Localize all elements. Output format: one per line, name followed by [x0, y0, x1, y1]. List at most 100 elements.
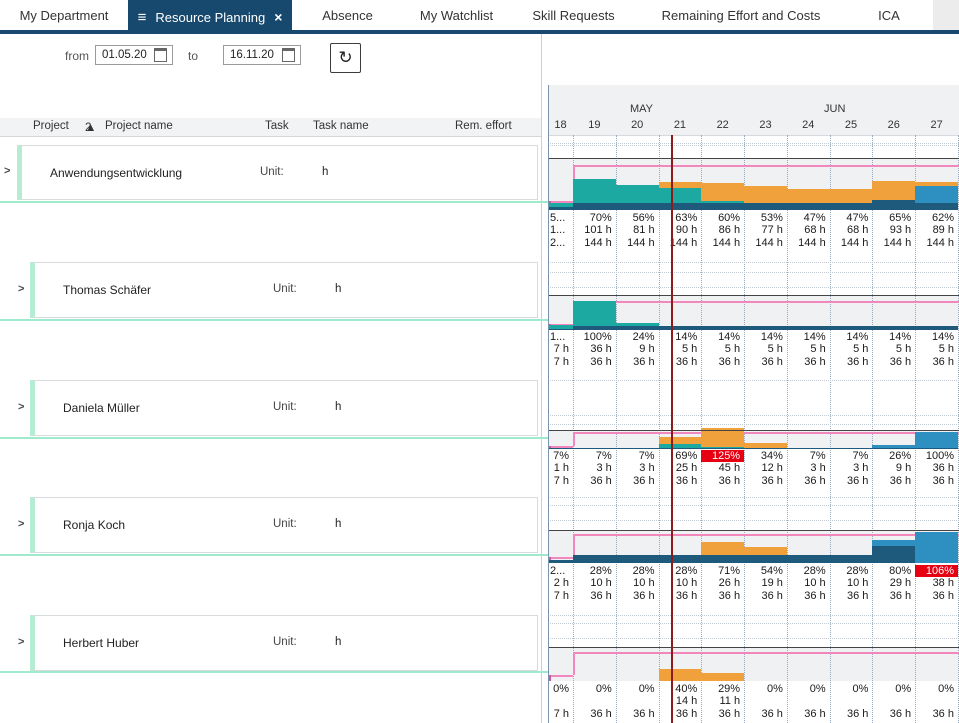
hours-cell: 45 h — [718, 462, 741, 475]
hours-cell: 68 h — [804, 224, 826, 237]
capacity-line-edge — [549, 445, 551, 449]
chart-bar-segment — [658, 437, 702, 444]
chart-bar-segment — [658, 554, 702, 563]
tree-connector — [0, 437, 548, 439]
hours-cell: 86 h — [718, 224, 741, 237]
capacity-cell: 36 h — [889, 474, 912, 487]
expand-chevron-icon[interactable]: > — [18, 518, 25, 530]
week-label[interactable]: 24 — [802, 119, 815, 131]
week-gridline — [786, 135, 788, 723]
expand-chevron-icon[interactable]: > — [4, 165, 11, 177]
hours-cell — [830, 695, 873, 707]
utilization-cell: 80% — [889, 565, 912, 577]
week-gridline — [872, 135, 874, 723]
panel-splitter[interactable] — [541, 34, 542, 723]
utilization-cell: 14% — [760, 331, 783, 343]
close-icon[interactable]: × — [274, 9, 283, 25]
utilization-cell: 63% — [675, 212, 698, 224]
week-label[interactable]: 22 — [716, 119, 729, 131]
col-project[interactable]: Project — [33, 120, 69, 132]
utilization-cell: 7% — [638, 450, 655, 462]
utilization-cell: 60% — [718, 212, 741, 224]
utilization-cell: 14% — [675, 331, 698, 343]
hours-cell: 10 h — [846, 577, 869, 590]
week-label[interactable]: 26 — [887, 119, 900, 131]
tree-connector — [0, 201, 548, 203]
row-person[interactable]: Thomas Schäfer Unit: h — [30, 262, 538, 318]
tab-absence[interactable]: Absence — [292, 0, 403, 30]
week-label[interactable]: 19 — [588, 119, 601, 131]
chart-bar-segment — [915, 532, 958, 563]
chart-bar-segment — [573, 554, 616, 563]
col-rem-effort[interactable]: Rem. effort — [455, 120, 512, 132]
plot-top-line — [548, 647, 959, 648]
calendar-icon[interactable] — [282, 48, 295, 62]
utilization-cell: 28% — [675, 565, 698, 577]
col-project-name[interactable]: Project name — [105, 120, 173, 132]
capacity-cell: 144 h — [926, 236, 954, 249]
plot-area — [548, 431, 959, 449]
chart-bar-segment — [701, 201, 745, 204]
expand-chevron-icon[interactable]: > — [18, 636, 25, 648]
chart-bar-segment — [548, 324, 573, 329]
chart-bar-segment — [744, 186, 787, 204]
hours-cell: 1 h — [553, 462, 569, 475]
capacity-cell: 144 h — [627, 236, 655, 249]
capacity-line — [573, 432, 959, 434]
row-project[interactable]: Anwendungsentwicklung Unit: h — [17, 145, 538, 200]
row-person[interactable]: Ronja Koch Unit: h — [30, 497, 538, 553]
scale-gridline — [548, 505, 959, 506]
date-to-input[interactable] — [224, 49, 282, 61]
chart-bar-segment — [573, 325, 616, 330]
hours-cell: 25 h — [675, 462, 698, 475]
tab-resource-planning[interactable]: ≡ Resource Planning × — [128, 0, 292, 34]
scale-gridline — [548, 637, 959, 639]
hours-cell — [872, 695, 915, 707]
unit-value: h — [335, 518, 342, 530]
chart-bar-segment — [744, 447, 787, 449]
hours-cell: 5 h — [895, 343, 912, 356]
date-to-field[interactable] — [223, 45, 301, 65]
hours-cell: 19 h — [761, 577, 783, 590]
date-from-input[interactable] — [96, 49, 154, 61]
capacity-line — [573, 165, 959, 167]
week-label[interactable]: 18 — [554, 119, 567, 131]
utilization-cell: 0% — [595, 683, 612, 695]
expand-chevron-icon[interactable]: > — [18, 401, 25, 413]
scale-gridline — [548, 415, 959, 416]
week-label[interactable]: 21 — [673, 119, 687, 131]
refresh-button[interactable]: ↻ — [330, 43, 361, 73]
calendar-icon[interactable] — [154, 48, 167, 62]
tab-my-watchlist[interactable]: My Watchlist — [403, 0, 510, 30]
menu-icon[interactable]: ≡ — [137, 8, 147, 26]
utilization-cell: 0% — [809, 683, 826, 695]
capacity-cell: 36 h — [633, 589, 655, 602]
date-from-field[interactable] — [95, 45, 173, 65]
tab-skill-requests[interactable]: Skill Requests — [510, 0, 637, 30]
col-task-name[interactable]: Task name — [313, 120, 369, 132]
capacity-line — [573, 301, 959, 303]
utilization-cell: 0% — [852, 683, 869, 695]
expand-chevron-icon[interactable]: > — [18, 283, 25, 295]
chart-bar-segment — [701, 325, 745, 330]
tab-ica[interactable]: ICA — [845, 0, 933, 30]
utilization-cell: 65% — [889, 212, 912, 224]
tab-remaining-effort-and-costs[interactable]: Remaining Effort and Costs — [637, 0, 845, 30]
capacity-cell: 36 h — [804, 589, 826, 602]
week-label[interactable]: 27 — [930, 119, 943, 131]
chart-bar-segment — [615, 203, 659, 210]
week-label[interactable]: 25 — [844, 119, 858, 131]
row-person[interactable]: Herbert Huber Unit: h — [30, 615, 538, 671]
week-label[interactable]: 23 — [759, 119, 772, 131]
utilization-cell: 40% — [675, 683, 698, 695]
capacity-cell: 36 h — [846, 474, 869, 487]
tab-label: Remaining Effort and Costs — [661, 7, 821, 23]
tab-my-department[interactable]: My Department — [0, 0, 128, 30]
tab-label: My Watchlist — [419, 7, 494, 23]
col-task[interactable]: Task — [265, 120, 289, 132]
project-name: Anwendungsentwicklung — [50, 166, 183, 180]
week-label[interactable]: 20 — [631, 119, 644, 131]
capacity-line — [573, 652, 959, 654]
hours-cell: 93 h — [889, 224, 912, 237]
row-person[interactable]: Daniela Müller Unit: h — [30, 380, 538, 436]
